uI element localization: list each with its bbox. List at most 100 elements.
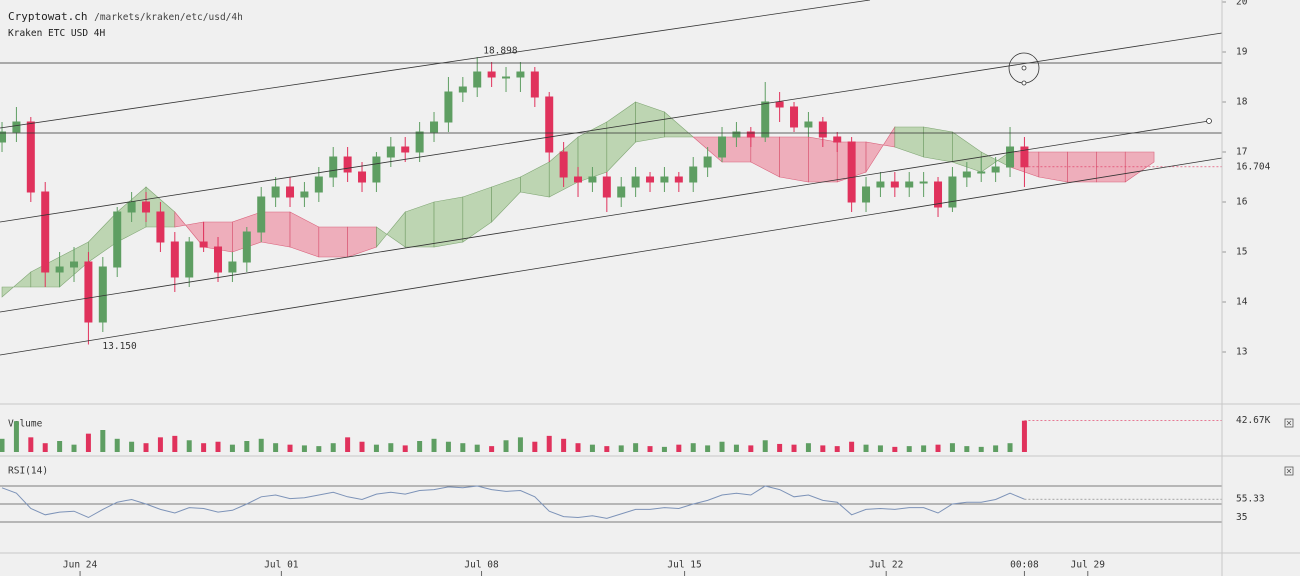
volume-bar bbox=[935, 444, 941, 452]
candle-body bbox=[876, 181, 885, 188]
volume-bar bbox=[460, 443, 466, 452]
trend-line bbox=[0, 32, 1223, 223]
low-label: 13.150 bbox=[102, 341, 137, 352]
close-button[interactable] bbox=[1284, 466, 1294, 476]
volume-bar bbox=[244, 441, 250, 452]
panel-title: Volume bbox=[8, 419, 43, 430]
volume-bar bbox=[575, 443, 581, 452]
volume-bar bbox=[273, 443, 279, 452]
volume-bar bbox=[345, 437, 351, 452]
candle-body bbox=[818, 121, 827, 138]
volume-bar bbox=[647, 446, 653, 452]
volume-bar bbox=[157, 437, 163, 452]
candle-body bbox=[142, 201, 151, 213]
candle-body bbox=[862, 186, 871, 203]
close-buttons[interactable] bbox=[1284, 418, 1294, 476]
volume-bar bbox=[85, 433, 91, 452]
anchor bbox=[1206, 118, 1212, 124]
candle-body bbox=[660, 176, 669, 183]
candle-body bbox=[0, 131, 7, 143]
volume-bar bbox=[561, 438, 567, 452]
cloud-segment bbox=[491, 176, 521, 223]
candle-body bbox=[257, 196, 266, 233]
cloud-segment bbox=[462, 186, 492, 243]
x-tick-label: Jul 15 bbox=[667, 560, 701, 571]
volume-bar bbox=[388, 443, 394, 452]
x-tick-label: Jul 08 bbox=[464, 560, 499, 571]
volume-bar bbox=[229, 444, 235, 452]
candle-body bbox=[156, 211, 165, 243]
volume-bar bbox=[705, 445, 711, 452]
candle-body bbox=[689, 166, 698, 183]
candle-body bbox=[113, 211, 122, 268]
candle-body bbox=[890, 181, 899, 188]
volume-bar bbox=[287, 444, 293, 452]
volume-bar bbox=[301, 445, 307, 452]
volume-bar bbox=[316, 446, 322, 452]
volume-bar bbox=[201, 443, 207, 452]
candle-body bbox=[55, 266, 64, 273]
candle-body bbox=[1006, 146, 1015, 168]
volume-bar bbox=[13, 421, 19, 452]
candle-body bbox=[732, 131, 741, 138]
volume-bar bbox=[42, 443, 48, 452]
close-button[interactable] bbox=[1284, 418, 1294, 428]
volume-bar bbox=[143, 443, 149, 452]
volume-bar bbox=[589, 444, 595, 452]
volume-bar bbox=[791, 444, 797, 452]
volume-bar bbox=[748, 445, 754, 452]
candle-body bbox=[473, 71, 482, 88]
last-rsi-label: 55.33 bbox=[1236, 494, 1265, 505]
volume-bar bbox=[114, 438, 120, 452]
volume-bar bbox=[877, 445, 883, 452]
cloud-segment bbox=[635, 101, 665, 143]
candle-body bbox=[70, 261, 79, 268]
volume-bar bbox=[690, 443, 696, 452]
volume-bar bbox=[820, 445, 826, 452]
candle-body bbox=[948, 176, 957, 208]
candle-body bbox=[905, 181, 914, 188]
cloud-segment bbox=[347, 226, 377, 258]
candle-body bbox=[12, 121, 21, 133]
volume-bar bbox=[762, 440, 768, 452]
candle-body bbox=[98, 266, 107, 323]
volume-bar bbox=[100, 430, 106, 452]
candle-body bbox=[271, 186, 280, 198]
candle-body bbox=[631, 176, 640, 188]
volume-bar bbox=[618, 445, 624, 452]
candle-body bbox=[991, 166, 1000, 173]
candle-body bbox=[804, 121, 813, 128]
volume-bar bbox=[417, 441, 423, 452]
x-tick-label: Jul 22 bbox=[869, 560, 903, 571]
candle-body bbox=[545, 96, 554, 153]
candle-body bbox=[127, 201, 136, 213]
volume-bar bbox=[993, 445, 999, 452]
volume-bar bbox=[834, 446, 840, 452]
candle-body bbox=[458, 86, 467, 93]
close-icon bbox=[1286, 420, 1292, 426]
cloud-segment bbox=[289, 211, 320, 258]
site-name[interactable]: Cryptowat.ch bbox=[8, 10, 88, 23]
candle-body bbox=[934, 181, 943, 208]
cloud-segment bbox=[520, 161, 550, 198]
volume-bar bbox=[129, 441, 135, 452]
candle-body bbox=[790, 106, 799, 128]
candle-body bbox=[674, 176, 683, 183]
market-path: /markets/kraken/etc/usd/4h bbox=[94, 12, 243, 23]
volume-bar bbox=[1021, 420, 1027, 452]
close-icon bbox=[1286, 468, 1292, 474]
cloud-segment bbox=[779, 136, 809, 183]
volume-bar bbox=[474, 444, 480, 452]
volume-bar bbox=[1007, 443, 1013, 452]
volume-bar bbox=[215, 441, 221, 452]
volume-bar bbox=[517, 437, 523, 452]
volume-bar bbox=[719, 441, 725, 452]
volume-bar bbox=[258, 438, 264, 452]
candle-body bbox=[300, 191, 309, 198]
y-tick-label: 17 bbox=[1236, 147, 1247, 158]
candle-body bbox=[242, 231, 251, 263]
volume-bar bbox=[805, 443, 811, 452]
volume-bar bbox=[604, 446, 610, 452]
candle-body bbox=[530, 71, 539, 98]
